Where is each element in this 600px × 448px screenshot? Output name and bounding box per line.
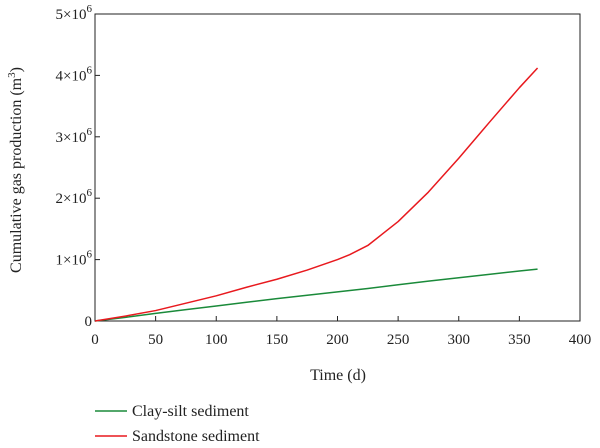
x-tick-label: 400 <box>569 332 592 348</box>
y-tick-label: 1×106 <box>56 249 93 269</box>
y-tick-base: 3×10 <box>56 130 87 146</box>
x-tick-label: 350 <box>508 332 531 348</box>
series-layer <box>94 67 539 322</box>
y-tick-label: 2×106 <box>56 187 93 207</box>
series-line-sandstone-sediment <box>94 67 539 322</box>
y-axis-title-close: ) <box>8 67 25 72</box>
plot-frame <box>94 13 581 322</box>
y-tick-base: 2×10 <box>56 191 87 207</box>
y-tick-label: 0 <box>85 314 93 330</box>
y-tick-exponent: 6 <box>87 3 93 15</box>
legend-label-clay-silt-sediment: Clay-silt sediment <box>132 403 249 420</box>
x-axis-title: Time (d) <box>310 367 366 384</box>
x-tick-label: 250 <box>387 332 410 348</box>
x-tick-label: 200 <box>326 332 349 348</box>
x-tick-label: 150 <box>266 332 289 348</box>
x-tick-label: 100 <box>205 332 228 348</box>
y-tick-base: 4×10 <box>56 68 87 84</box>
y-axis-title-main: Cumulative gas production (m <box>8 77 25 273</box>
y-tick-exponent: 6 <box>87 126 93 138</box>
legend-label-sandstone-sediment: Sandstone sediment <box>132 428 260 445</box>
y-tick-label: 4×106 <box>56 64 93 84</box>
y-tick-base: 5×10 <box>56 7 87 23</box>
legend: Clay-silt sediment Sandstone sediment <box>95 403 260 445</box>
x-tick-label: 0 <box>91 332 99 348</box>
y-axis-title: Cumulative gas production (m3) <box>6 67 25 273</box>
y-tick-base: 1×10 <box>56 253 87 269</box>
y-axis-title-sup: 3 <box>6 72 18 78</box>
y-tick-exponent: 6 <box>87 249 93 261</box>
x-tick-label: 300 <box>448 332 471 348</box>
x-tick-label: 50 <box>148 332 163 348</box>
series-line-clay-silt-sediment <box>94 268 538 322</box>
x-axis-ticks: 0 50 100 150 200 250 300 350 400 <box>91 316 591 348</box>
y-tick-label: 5×106 <box>56 3 93 23</box>
y-tick-exponent: 6 <box>87 64 93 76</box>
plot-border <box>94 13 581 322</box>
y-tick-exponent: 6 <box>87 187 93 199</box>
y-tick-label: 3×106 <box>56 126 93 146</box>
